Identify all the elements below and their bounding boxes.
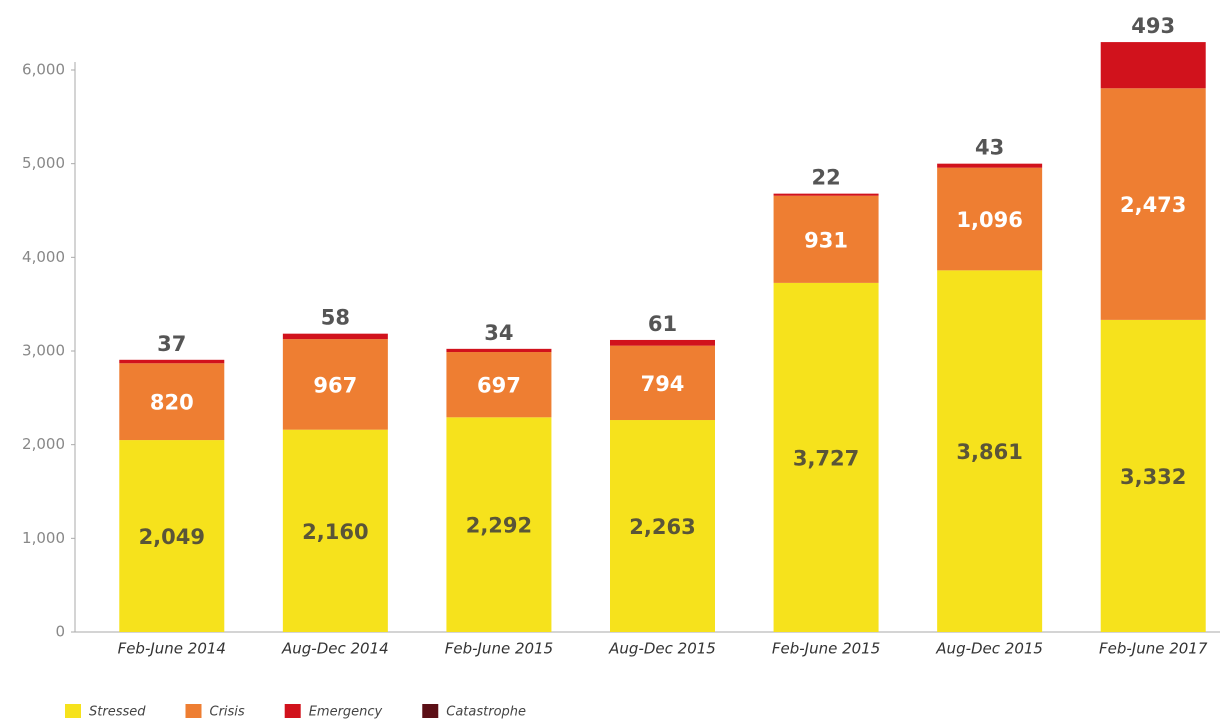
bar-segment (119, 363, 225, 441)
data-label: 37 (157, 332, 186, 356)
data-label: 58 (321, 306, 350, 330)
bar-segment (610, 420, 715, 632)
bar-segment (773, 282, 879, 632)
data-label: 2,049 (139, 525, 205, 549)
bar-segment (446, 348, 552, 353)
data-label: 931 (804, 228, 848, 252)
data-label: 967 (313, 373, 357, 397)
legend-swatch (65, 704, 81, 718)
data-label: 3,332 (1120, 465, 1186, 489)
legend-swatch (284, 704, 301, 718)
legend-label: Catastrophe (446, 705, 526, 720)
data-label: 820 (150, 391, 194, 415)
data-label: 2,263 (629, 515, 695, 539)
legend-label: Crisis (210, 705, 245, 720)
bar-segment (282, 339, 388, 430)
data-label: 2,160 (302, 520, 368, 544)
data-label: 493 (1131, 14, 1175, 38)
x-tick-label: Feb-June 2017 (1099, 640, 1208, 658)
x-tick-label: Feb-June 2014 (118, 640, 226, 658)
x-tick-label: Aug-Dec 2015 (935, 640, 1043, 658)
data-label: 34 (484, 321, 513, 345)
bar-segment (119, 440, 225, 632)
x-tick-label: Aug-Dec 2014 (281, 640, 389, 658)
y-tick-label: 6,000 (22, 61, 65, 79)
legend-swatch (422, 704, 439, 718)
bar-segment (937, 163, 1043, 168)
data-label: 61 (648, 312, 677, 336)
data-label: 3,727 (793, 446, 859, 470)
bar-segment (937, 167, 1043, 271)
bar-segment (610, 345, 715, 421)
bar-segment (282, 429, 388, 632)
x-tick-label: Aug-Dec 2015 (608, 640, 716, 658)
bar-segment (282, 333, 388, 340)
bar-segment (446, 352, 552, 418)
data-label: 3,861 (956, 440, 1022, 464)
y-tick-label: 5,000 (22, 154, 65, 172)
x-tick-label: Feb-June 2015 (445, 640, 553, 658)
y-tick-label: 3,000 (22, 342, 65, 360)
y-tick-label: 1,000 (22, 529, 65, 547)
legend-label: Emergency (309, 705, 383, 720)
data-label: 2,292 (466, 514, 532, 538)
legend-label: Stressed (89, 705, 146, 720)
bar-segment (937, 270, 1043, 632)
bar-segment (1100, 88, 1206, 320)
bar-segment (119, 359, 225, 364)
data-label: 22 (811, 166, 840, 190)
y-tick-label: 2,000 (22, 435, 65, 453)
bar-segment (446, 417, 552, 632)
data-label: 1,096 (956, 208, 1022, 232)
x-tick-label: Feb-June 2015 (772, 640, 880, 658)
legend-swatch (185, 704, 202, 718)
bar-segment (1100, 319, 1206, 632)
y-tick-label: 4,000 (22, 248, 65, 266)
bar-segment (610, 339, 715, 346)
data-label: 2,473 (1120, 193, 1186, 217)
data-label: 697 (477, 374, 521, 398)
bar-segment (773, 193, 879, 196)
data-label: 794 (641, 372, 685, 396)
bar-segment (1100, 42, 1206, 89)
bar-segment (773, 195, 879, 283)
data-label: 43 (975, 136, 1004, 160)
y-tick-label: 0 (55, 623, 65, 641)
